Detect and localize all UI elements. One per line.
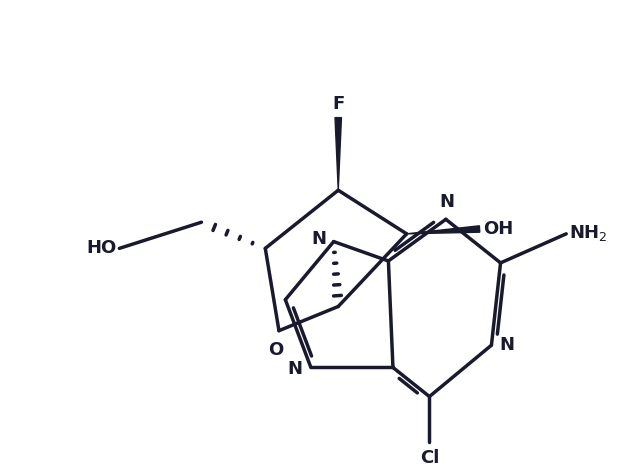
Text: O: O — [268, 341, 284, 359]
Polygon shape — [335, 118, 342, 190]
Text: N: N — [312, 230, 326, 248]
Text: F: F — [332, 95, 344, 113]
Text: N: N — [500, 336, 515, 354]
Text: Cl: Cl — [420, 449, 439, 467]
Text: N: N — [440, 193, 454, 211]
Polygon shape — [406, 226, 480, 234]
Text: N: N — [288, 360, 303, 378]
Text: NH$_2$: NH$_2$ — [569, 223, 607, 243]
Text: HO: HO — [86, 239, 116, 258]
Text: OH: OH — [483, 220, 513, 238]
